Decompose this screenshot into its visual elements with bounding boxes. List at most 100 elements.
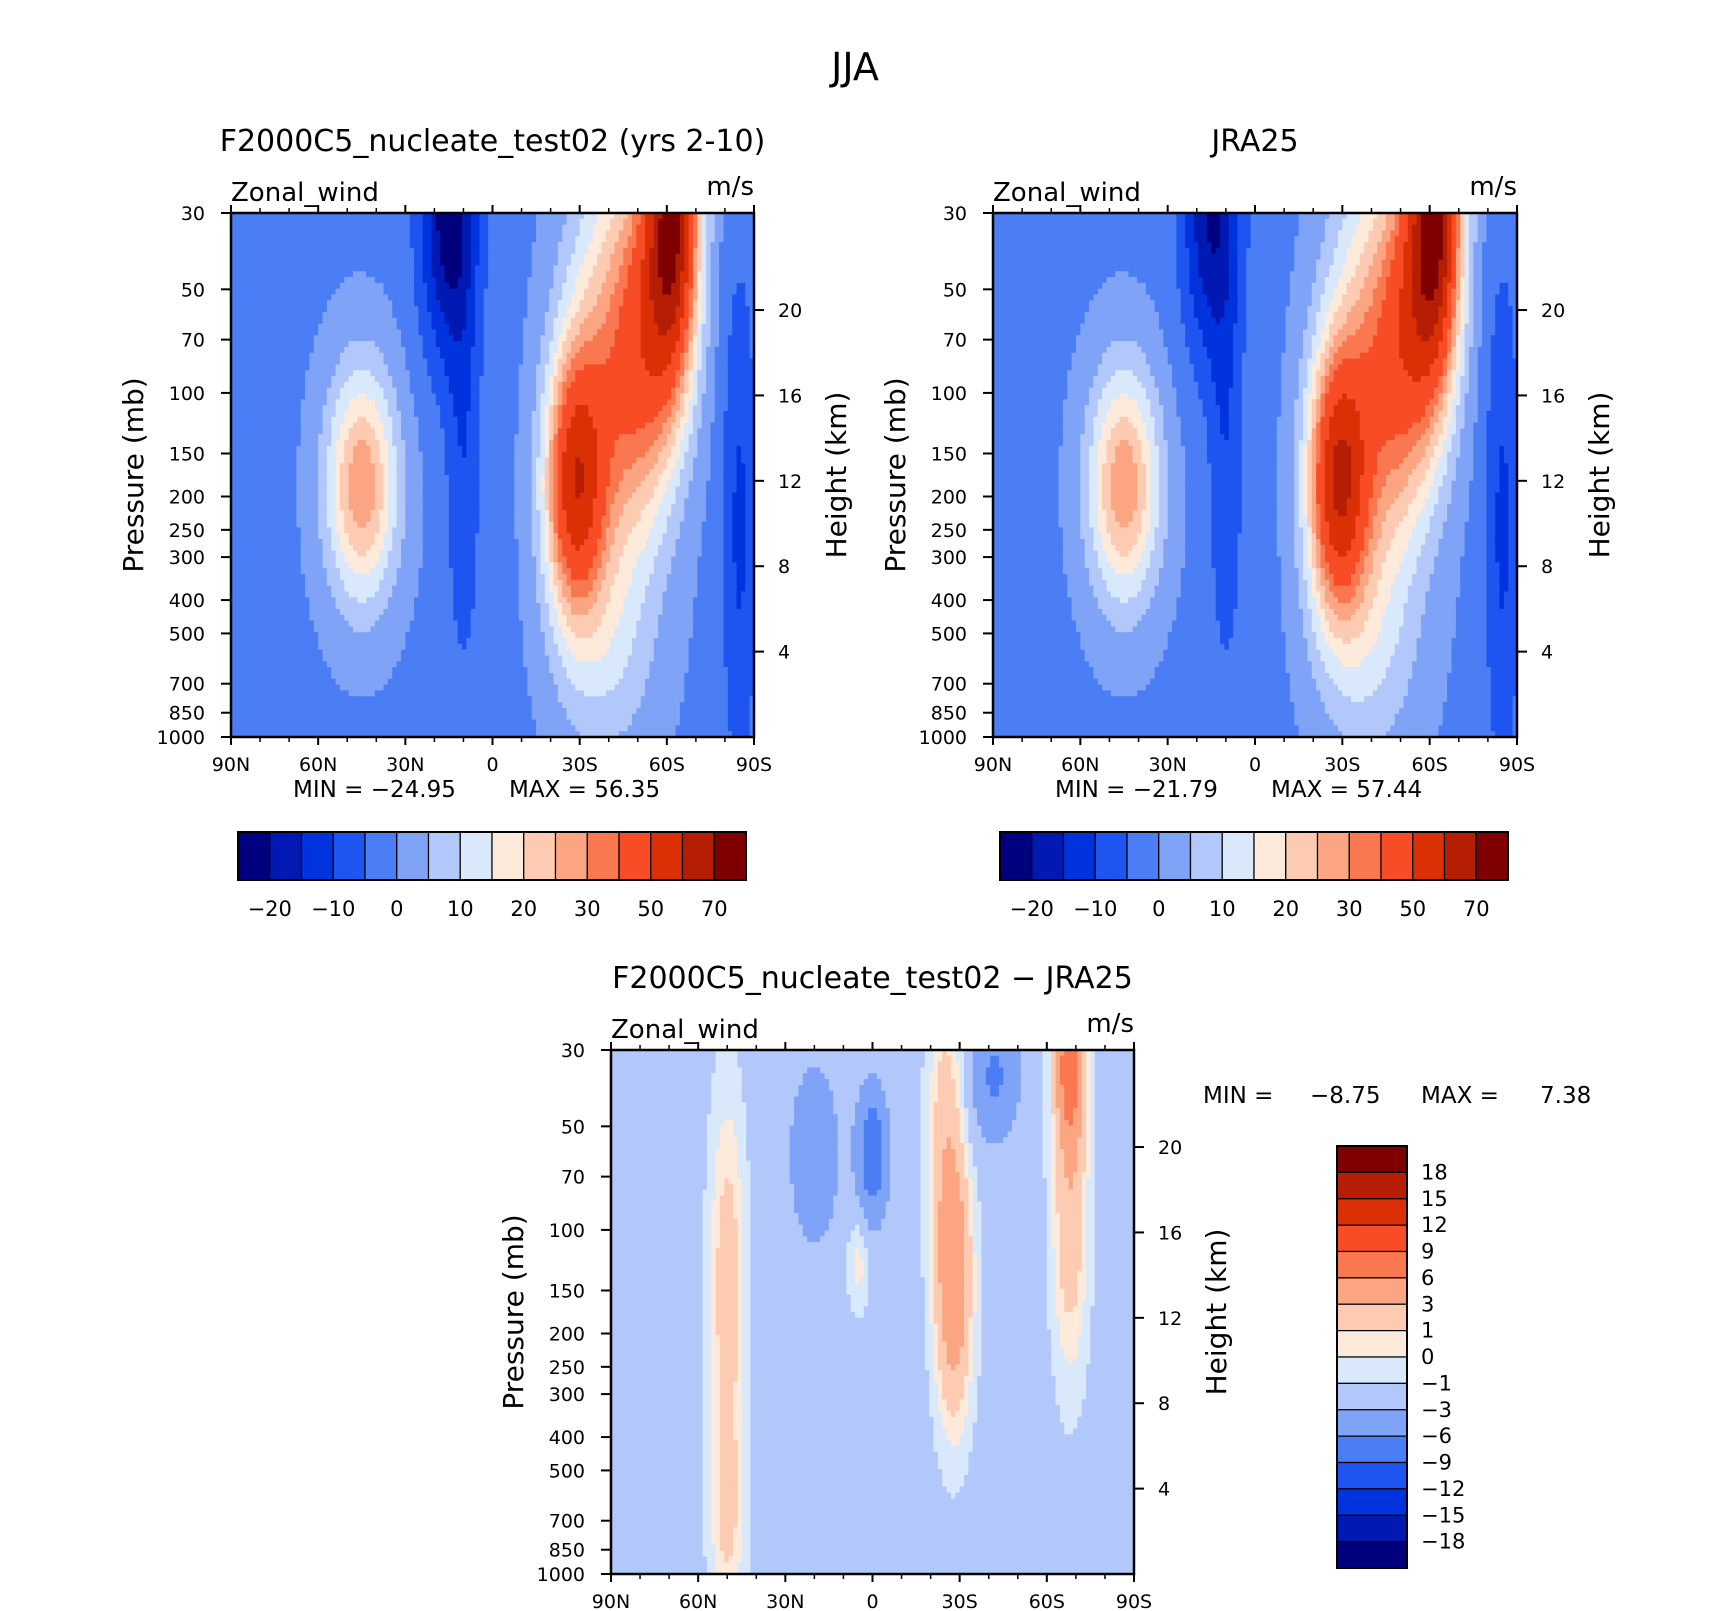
field-cell (514, 224, 520, 232)
field-cell (379, 300, 385, 307)
field-cell (631, 399, 637, 406)
field-cell (640, 242, 646, 249)
field-cell (706, 346, 712, 354)
field-cell (549, 410, 555, 418)
field-cell (509, 387, 515, 395)
field-cell (305, 416, 311, 424)
field-cell (283, 387, 289, 395)
field-cell (649, 434, 655, 441)
field-cell (479, 381, 485, 389)
field-cell (745, 381, 751, 389)
field-cell (292, 265, 297, 272)
field-cell (514, 451, 520, 459)
field-cell (540, 341, 546, 348)
field-cell (374, 311, 380, 319)
field-cell (509, 230, 515, 237)
field-cell (270, 416, 276, 424)
field-cell (353, 346, 358, 354)
field-cell (405, 311, 411, 319)
field-cell (592, 259, 598, 266)
field-cell (231, 300, 236, 307)
field-cell (509, 346, 515, 354)
field-cell (383, 259, 389, 266)
field-cell (339, 440, 345, 447)
field-cell (374, 405, 380, 412)
field-cell (501, 370, 507, 377)
field-cell (710, 405, 716, 412)
field-cell (475, 282, 481, 290)
field-cell (292, 440, 297, 447)
field-cell (387, 259, 393, 266)
field-cell (584, 428, 589, 435)
field-cell (322, 393, 328, 400)
field-cell (527, 259, 533, 266)
field-cell (239, 445, 245, 453)
field-cell (557, 271, 563, 278)
field-cell (366, 341, 372, 348)
field-cell (566, 288, 572, 296)
field-cell (540, 428, 546, 435)
field-cell (414, 358, 420, 365)
field-cell (684, 218, 690, 226)
field-cell (431, 451, 437, 459)
field-cell (549, 265, 555, 272)
field-cell (261, 445, 267, 453)
field-cell (627, 218, 633, 226)
field-cell (666, 230, 672, 237)
field-cell (244, 376, 250, 383)
field-cell (344, 416, 350, 424)
field-cell (305, 247, 311, 255)
field-cell (322, 335, 328, 342)
field-cell (714, 247, 720, 255)
field-cell (579, 346, 585, 354)
field-cell (274, 381, 280, 389)
field-cell (400, 352, 406, 360)
field-cell (706, 410, 712, 418)
field-cell (745, 387, 751, 395)
field-cell (313, 282, 319, 290)
field-cell (675, 410, 681, 418)
field-cell (509, 265, 515, 272)
field-cell (623, 358, 629, 365)
field-cell (566, 364, 572, 371)
field-cell (418, 242, 424, 249)
field-cell (396, 410, 402, 418)
field-cell (305, 434, 311, 441)
field-cell (313, 236, 319, 243)
field-cell (562, 346, 568, 354)
field-cell (461, 410, 467, 418)
field-cell (270, 399, 276, 406)
field-cell (296, 329, 302, 336)
field-cell (714, 364, 720, 371)
field-cell (640, 271, 646, 278)
field-cell (361, 294, 367, 301)
field-cell (396, 434, 402, 441)
field-cell (688, 218, 694, 226)
field-cell (640, 213, 646, 220)
field-cell (732, 288, 738, 296)
field-cell (239, 393, 245, 400)
field-cell (235, 213, 241, 220)
field-cell (444, 213, 450, 220)
field-cell (387, 242, 393, 249)
field-cell (292, 311, 297, 319)
field-cell (422, 236, 428, 243)
field-cell (361, 230, 367, 237)
field-cell (453, 230, 459, 237)
field-cell (466, 341, 472, 348)
field-cell (549, 445, 555, 453)
field-cell (283, 282, 289, 290)
field-cell (684, 410, 690, 418)
field-cell (400, 224, 406, 232)
field-cell (605, 405, 611, 412)
field-cell (540, 213, 546, 220)
field-cell (252, 358, 258, 365)
field-cell (461, 317, 467, 325)
field-cell (727, 346, 733, 354)
field-cell (305, 218, 311, 226)
field-cell (584, 376, 589, 383)
field-cell (274, 230, 280, 237)
field-cell (601, 294, 607, 301)
field-cell (326, 253, 332, 261)
field-cell (387, 393, 393, 400)
